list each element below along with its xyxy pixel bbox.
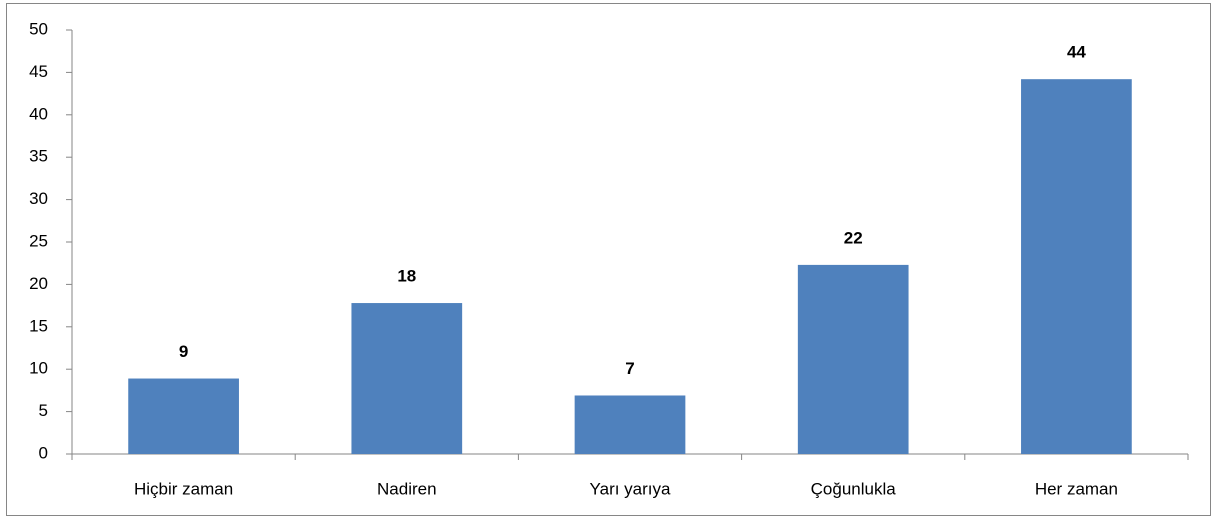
y-tick-label: 0 — [39, 443, 48, 462]
bar — [128, 378, 239, 454]
data-label: 44 — [1067, 43, 1086, 62]
data-label: 9 — [179, 342, 188, 361]
y-tick-label: 15 — [29, 316, 48, 335]
bar — [574, 395, 686, 454]
y-tick-label: 50 — [29, 19, 48, 38]
data-label: 22 — [844, 228, 863, 247]
bar — [351, 303, 463, 454]
y-tick-label: 30 — [29, 189, 48, 208]
y-tick-label: 45 — [29, 62, 48, 81]
x-tick-label: Çoğunlukla — [811, 479, 897, 498]
bar — [797, 264, 909, 454]
y-tick-label: 25 — [29, 231, 48, 250]
y-tick-label: 40 — [29, 104, 48, 123]
y-tick-label: 20 — [29, 274, 48, 293]
x-tick-label: Nadiren — [377, 479, 437, 498]
data-label: 7 — [625, 359, 634, 378]
x-tick-label: Her zaman — [1035, 479, 1118, 498]
y-tick-label: 10 — [29, 359, 48, 378]
bar — [1021, 79, 1132, 455]
x-tick-label: Yarı yarıya — [590, 479, 671, 498]
y-tick-label: 5 — [39, 401, 48, 420]
x-tick-label: Hiçbir zaman — [134, 479, 233, 498]
data-label: 18 — [397, 267, 416, 286]
y-tick-label: 35 — [29, 147, 48, 166]
